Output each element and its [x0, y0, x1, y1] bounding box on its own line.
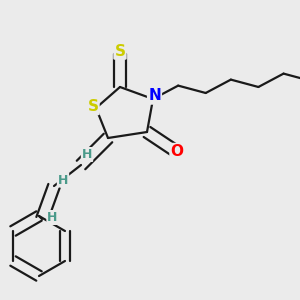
Text: O: O — [170, 144, 184, 159]
Text: H: H — [82, 148, 92, 161]
Text: H: H — [47, 211, 58, 224]
Text: S: S — [88, 99, 98, 114]
Text: S: S — [115, 44, 125, 59]
Text: N: N — [148, 88, 161, 104]
Text: H: H — [58, 173, 68, 187]
